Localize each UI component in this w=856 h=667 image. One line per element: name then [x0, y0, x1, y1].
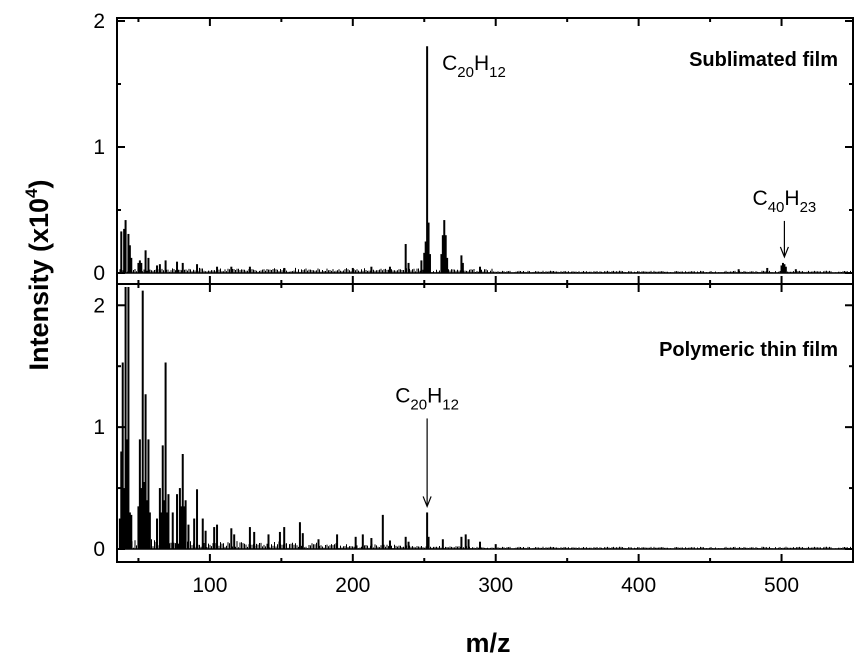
formula-part: H: [427, 384, 442, 407]
formula-part: H: [784, 187, 799, 210]
y-tick-label: 0: [93, 262, 105, 285]
panel-label: Sublimated film: [689, 49, 838, 71]
annotation-arrowhead: [779, 246, 789, 259]
x-tick-label: 300: [478, 574, 513, 597]
panel-label: Polymeric thin film: [659, 339, 838, 361]
y-axis-title-suffix: ): [24, 179, 54, 188]
formula-part: 12: [442, 396, 459, 413]
x-tick-label: 100: [192, 574, 227, 597]
peak-annotation: C20H12: [395, 384, 459, 509]
formula-part: C: [442, 52, 457, 75]
peak-formula-label: C40H23: [753, 187, 817, 216]
baseline-noise: [119, 267, 851, 273]
peak-formula-label: C20H12: [395, 384, 459, 413]
peak-formula-label: C20H12: [442, 52, 506, 81]
y-axis-title-superscript: 4: [22, 188, 41, 198]
y-tick-label: 1: [93, 416, 105, 439]
y-tick-label: 1: [93, 136, 105, 159]
formula-part: H: [474, 52, 489, 75]
formula-part: 20: [457, 64, 474, 81]
y-axis-title-prefix: Intensity (x10: [24, 198, 54, 371]
y-tick-label: 0: [93, 538, 105, 561]
y-axis-title: Intensity (x104): [22, 179, 54, 370]
formula-part: 12: [489, 64, 506, 81]
peak-annotation: C40H23: [753, 187, 817, 259]
formula-part: 40: [768, 199, 785, 216]
x-axis-tick-labels: 100 200 300 400 500: [192, 574, 799, 597]
formula-part: C: [395, 384, 410, 407]
formula-part: C: [753, 187, 768, 210]
peak-annotation: C20H12: [442, 52, 506, 81]
x-tick-label: 200: [335, 574, 370, 597]
formula-part: 23: [800, 199, 817, 216]
annotation-arrowhead: [422, 496, 432, 509]
x-tick-label: 400: [621, 574, 656, 597]
x-axis-title: m/z: [465, 628, 510, 658]
plot-frame: [116, 283, 854, 563]
formula-part: 20: [410, 396, 427, 413]
y-tick-label: 2: [93, 10, 105, 33]
baseline-noise: [119, 538, 851, 549]
x-tick-label: 500: [764, 574, 799, 597]
y-tick-label: 2: [93, 294, 105, 317]
